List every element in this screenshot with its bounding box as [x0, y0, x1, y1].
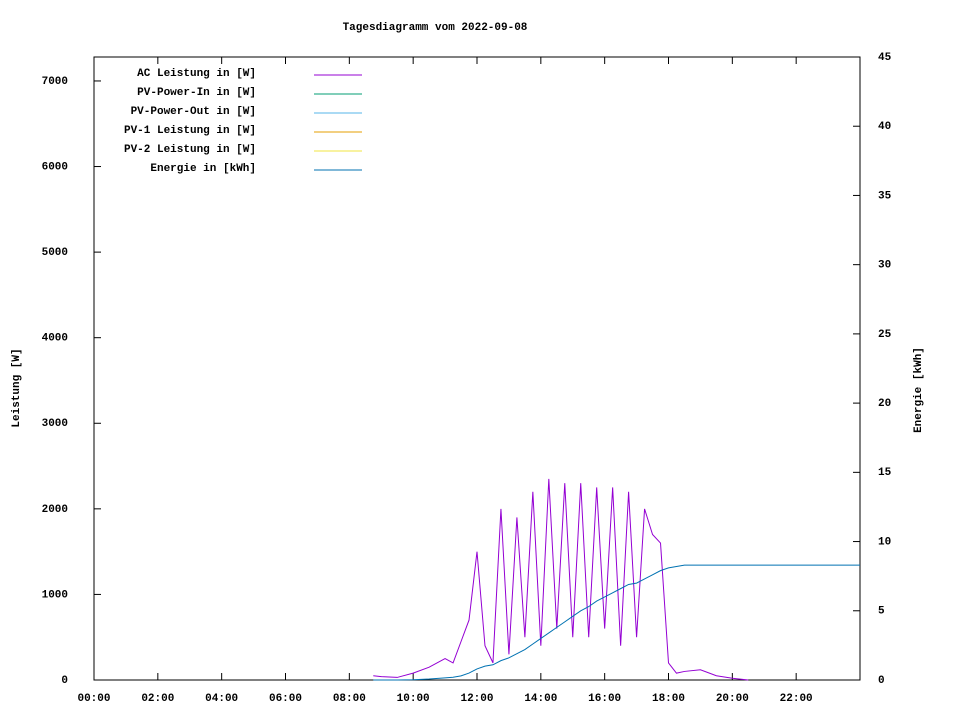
x-tick-label: 12:00: [460, 693, 493, 705]
y2-tick-label: 45: [878, 52, 892, 64]
y-tick-label: 5000: [42, 247, 68, 259]
y2-tick-label: 25: [878, 329, 892, 341]
y2-tick-label: 30: [878, 260, 891, 272]
legend-label: AC Leistung in [W]: [137, 68, 256, 80]
x-tick-label: 06:00: [269, 693, 302, 705]
y-axis-label: Leistung [W]: [11, 348, 23, 427]
y2-tick-label: 40: [878, 121, 891, 133]
y2-axis-label: Energie [kWh]: [913, 347, 925, 433]
x-tick-label: 14:00: [524, 693, 557, 705]
x-tick-label: 18:00: [652, 693, 685, 705]
series-line: [373, 564, 860, 681]
y-tick-label: 4000: [42, 333, 68, 345]
legend-label: PV-2 Leistung in [W]: [124, 144, 256, 156]
legend-label: Energie in [kWh]: [150, 163, 256, 175]
y2-tick-label: 35: [878, 190, 892, 202]
y2-tick-label: 0: [878, 675, 885, 687]
y2-tick-label: 5: [878, 606, 885, 618]
y2-tick-label: 15: [878, 467, 892, 479]
legend-label: PV-1 Leistung in [W]: [124, 125, 256, 137]
series-line: [373, 478, 749, 681]
x-tick-label: 00:00: [77, 693, 110, 705]
x-tick-label: 08:00: [333, 693, 366, 705]
y2-tick-label: 20: [878, 398, 891, 410]
x-tick-label: 04:00: [205, 693, 238, 705]
y-tick-label: 7000: [42, 76, 68, 88]
x-tick-label: 10:00: [397, 693, 430, 705]
y-tick-label: 1000: [42, 589, 68, 601]
legend-label: PV-Power-In in [W]: [137, 87, 256, 99]
x-tick-label: 22:00: [780, 693, 813, 705]
y-tick-label: 0: [61, 675, 68, 687]
y2-tick-label: 10: [878, 536, 891, 548]
x-tick-label: 20:00: [716, 693, 749, 705]
y-tick-label: 2000: [42, 504, 68, 516]
chart-title: Tagesdiagramm vom 2022-09-08: [343, 22, 528, 34]
y-tick-label: 3000: [42, 418, 68, 430]
legend-label: PV-Power-Out in [W]: [131, 106, 256, 118]
y-tick-label: 6000: [42, 161, 68, 173]
x-tick-label: 16:00: [588, 693, 621, 705]
x-tick-label: 02:00: [141, 693, 174, 705]
